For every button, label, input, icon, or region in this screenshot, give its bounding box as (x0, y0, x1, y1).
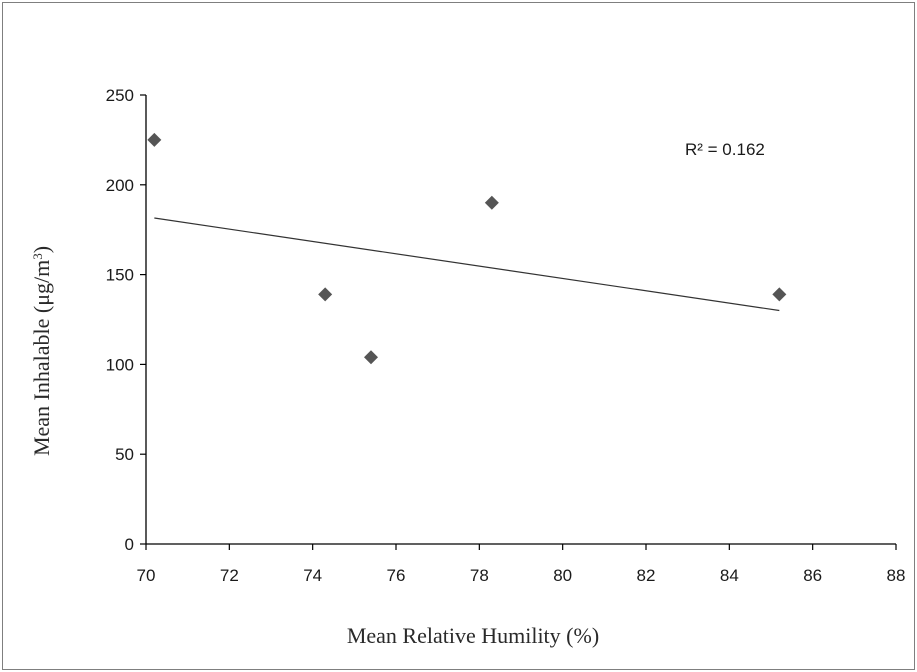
axes (145, 95, 896, 545)
x-tick-label: 80 (553, 566, 572, 585)
x-tick-label: 88 (887, 566, 906, 585)
data-point-marker (364, 350, 378, 365)
x-axis-title: Mean Relative Humility (%) (347, 623, 599, 648)
y-ticks: 0 50 100 150 200 250 (106, 86, 146, 554)
x-tick-label: 70 (137, 566, 156, 585)
y-axis-title-sup: 3 (30, 253, 45, 260)
x-ticks: 70 72 74 76 78 80 82 84 86 88 (137, 544, 906, 585)
y-tick-label: 200 (106, 176, 134, 195)
y-tick-label: 150 (106, 266, 134, 285)
x-tick-label: 72 (220, 566, 239, 585)
y-tick-label: 0 (125, 535, 134, 554)
x-tick-label: 82 (637, 566, 656, 585)
data-point-marker (318, 287, 333, 302)
scatter-chart: 70 72 74 76 78 80 82 84 86 88 0 50 100 150 200 250 R² … (29, 86, 906, 648)
data-point-marker (772, 287, 787, 302)
data-points (147, 132, 787, 365)
x-tick-label: 78 (470, 566, 489, 585)
y-tick-label: 50 (115, 445, 134, 464)
trendline (154, 217, 780, 312)
data-point-marker (147, 132, 162, 147)
x-tick-label: 74 (303, 566, 322, 585)
x-tick-label: 76 (387, 566, 406, 585)
x-tick-label: 84 (720, 566, 739, 585)
y-axis-title-main: Mean Inhalable (μg/m (29, 260, 54, 456)
y-tick-label: 250 (106, 86, 134, 105)
y-tick-label: 100 (106, 355, 134, 374)
data-point-marker (484, 195, 499, 210)
y-axis-title-close: ) (29, 246, 54, 253)
r-squared-annotation: R² = 0.162 (685, 140, 765, 159)
x-tick-label: 86 (803, 566, 822, 585)
y-axis-title: Mean Inhalable (μg/m3) (29, 246, 54, 456)
